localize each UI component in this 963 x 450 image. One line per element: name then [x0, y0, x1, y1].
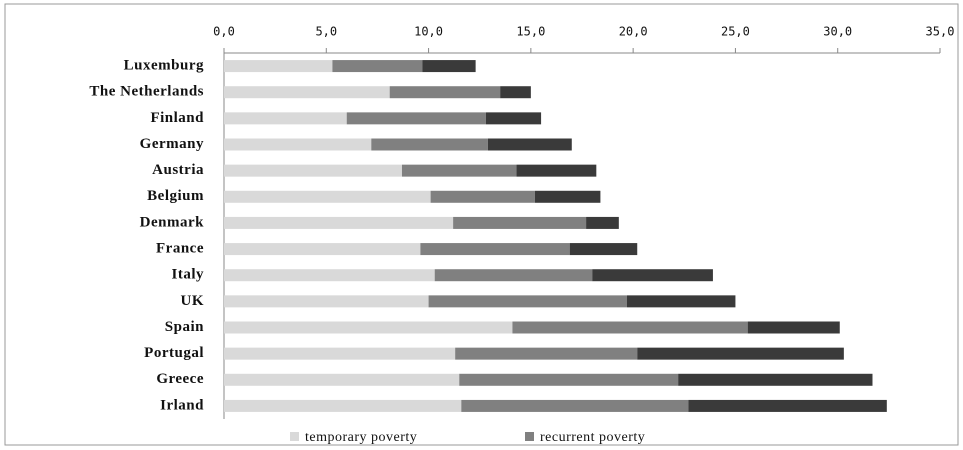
- category-label: Spain: [165, 319, 204, 335]
- bar-segment: [586, 216, 619, 229]
- bar-segment: [420, 243, 570, 256]
- bar-segment: [428, 295, 628, 308]
- bar-segment: [430, 190, 535, 203]
- bar-segment: [455, 347, 638, 360]
- bar-segment: [592, 269, 713, 282]
- bar-segment: [224, 321, 513, 334]
- bar-segment: [422, 60, 476, 73]
- x-tick-label: 0,0: [213, 25, 235, 39]
- x-tick-label: 25,0: [721, 25, 750, 39]
- bar-segment: [389, 86, 501, 99]
- category-label: Irland: [160, 397, 204, 413]
- bar-segment: [678, 373, 873, 386]
- bar-segment: [224, 138, 372, 151]
- x-tick-label: 20,0: [619, 25, 648, 39]
- bar-segment: [332, 60, 423, 73]
- category-label: Belgium: [147, 188, 204, 204]
- category-label: Portugal: [144, 345, 204, 361]
- category-label: Denmark: [140, 214, 204, 230]
- bar-segment: [487, 138, 572, 151]
- category-label: Germany: [140, 136, 204, 152]
- x-tick-label: 5,0: [315, 25, 337, 39]
- bar-segment: [224, 86, 390, 99]
- bar-segment: [224, 295, 429, 308]
- bar-segment: [747, 321, 840, 334]
- bar-segment: [569, 243, 638, 256]
- category-label: Austria: [152, 162, 204, 178]
- chart-frame: [4, 3, 959, 446]
- bar-segment: [512, 321, 748, 334]
- x-tick-label: 10,0: [414, 25, 443, 39]
- bar-segment: [434, 269, 593, 282]
- x-tick-label: 30,0: [823, 25, 852, 39]
- bar-segment: [224, 112, 347, 125]
- bar-segment: [534, 190, 601, 203]
- legend-label: recurrent poverty: [540, 430, 645, 445]
- category-label: France: [156, 241, 204, 257]
- bar-segment: [401, 164, 517, 177]
- bar-segment: [500, 86, 531, 99]
- bar-segment: [224, 60, 333, 73]
- bar-segment: [516, 164, 597, 177]
- x-tick-label: 15,0: [516, 25, 545, 39]
- x-tick-label: 35,0: [926, 25, 955, 39]
- bar-segment: [485, 112, 542, 125]
- bar-segment: [224, 399, 462, 412]
- bar-segment: [461, 399, 689, 412]
- bar-segment: [224, 216, 454, 229]
- category-label: The Netherlands: [89, 84, 204, 100]
- category-label: Greece: [156, 371, 204, 387]
- bar-segment: [688, 399, 887, 412]
- category-label: Italy: [172, 267, 205, 283]
- bar-segment: [459, 373, 679, 386]
- bar-segment: [224, 164, 402, 177]
- legend-swatch: [290, 432, 299, 441]
- bar-segment: [346, 112, 486, 125]
- bar-segment: [224, 269, 435, 282]
- bar-segment: [224, 347, 456, 360]
- legend-label: temporary poverty: [305, 430, 417, 445]
- category-label: Luxemburg: [124, 58, 204, 74]
- category-label: Finland: [150, 110, 204, 126]
- bar-segment: [627, 295, 736, 308]
- bar-segment: [453, 216, 587, 229]
- bar-segment: [224, 373, 460, 386]
- bar-segment: [637, 347, 844, 360]
- category-label: UK: [181, 293, 205, 309]
- bar-segment: [224, 190, 431, 203]
- bar-segment: [371, 138, 488, 151]
- legend-swatch: [525, 432, 534, 441]
- bar-segment: [224, 243, 421, 256]
